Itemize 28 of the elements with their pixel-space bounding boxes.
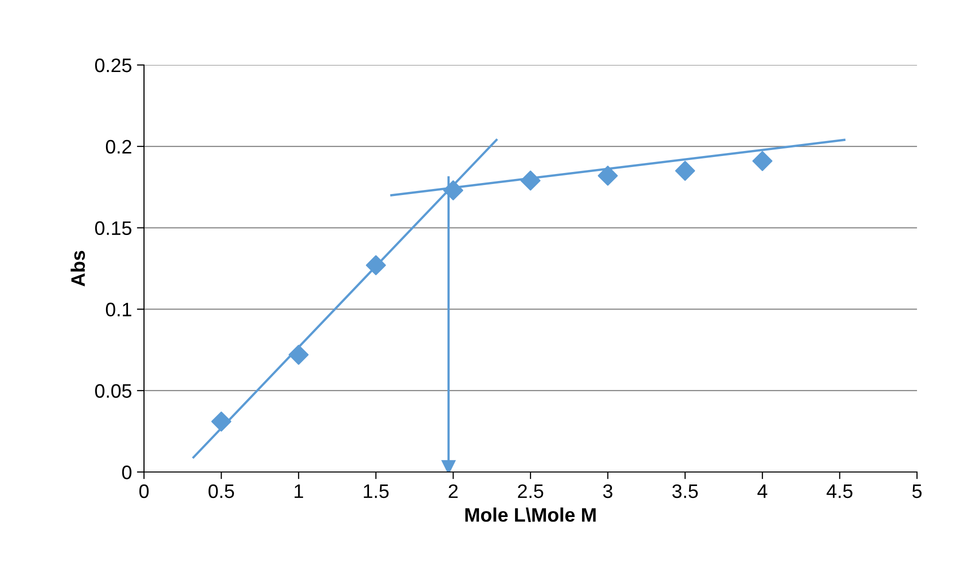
point (442, 460, 456, 472)
x-tick-label: 0.5 (208, 484, 234, 498)
x-tick-label: 5 (912, 484, 922, 498)
point (288, 344, 309, 365)
point (443, 180, 464, 200)
point (366, 255, 386, 276)
x-tick-label: 2 (448, 484, 458, 498)
x-axis-title: Mole L\Mole M (465, 507, 596, 522)
point (598, 166, 618, 186)
y-tick-label: 0.15 (95, 221, 132, 236)
point (211, 412, 232, 432)
x-tick-label: 2.5 (518, 484, 544, 498)
y-tick-label: 0 (122, 465, 132, 480)
y-tick-label: 0.05 (95, 384, 132, 398)
x-tick-label: 1 (294, 484, 304, 498)
point (675, 160, 696, 181)
x-tick-label: 3.5 (672, 484, 698, 498)
point (520, 170, 541, 191)
x-tick-label: 4.5 (826, 484, 852, 498)
y-tick-label: 0.2 (106, 140, 132, 154)
x-tick-label: 1.5 (364, 484, 389, 498)
y-tick-label: 0.1 (106, 302, 132, 316)
y-tick-label: 0.25 (95, 58, 132, 72)
x-tick-label: 4 (757, 484, 768, 498)
x-tick-label: 3 (603, 484, 612, 498)
x-tick-label: 0 (139, 484, 149, 498)
y-axis-title: Abs (70, 250, 85, 286)
point (752, 151, 772, 172)
